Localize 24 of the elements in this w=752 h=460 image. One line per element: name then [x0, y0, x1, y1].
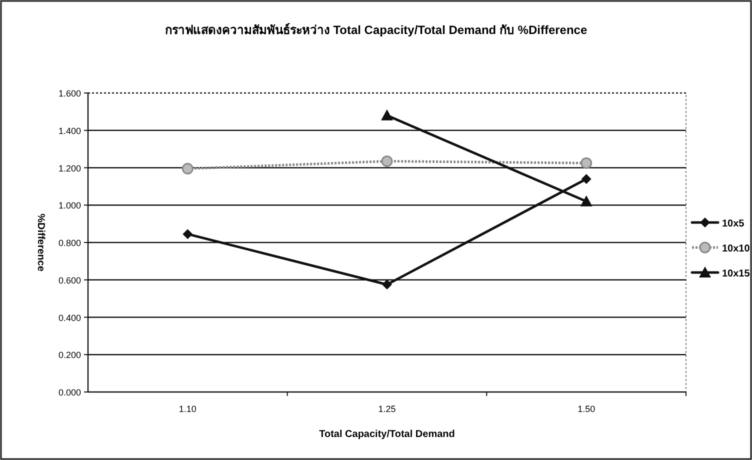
x-tick-label: 1.25: [378, 404, 396, 414]
legend-label: 10x15: [722, 268, 750, 280]
y-tick-label: 0.200: [58, 350, 81, 360]
x-axis-title: Total Capacity/Total Demand: [319, 429, 455, 440]
point: [182, 162, 194, 174]
legend-label: 10x10: [722, 244, 750, 254]
point: [580, 157, 592, 169]
y-tick-label: 1.400: [58, 126, 81, 136]
legend-label: 10x5: [722, 218, 745, 230]
point: [581, 174, 592, 184]
y-tick-label: 0.400: [58, 312, 81, 323]
chart-title: กราฟแสดงความสัมพันธ์ระหว่าง Total Capacity/Total Demand กับ %Difference: [164, 23, 588, 37]
y-tick-label: 1.200: [58, 163, 81, 174]
y-tick-label: 0.000: [58, 388, 81, 398]
x-tick-label: 1.10: [178, 404, 196, 414]
y-tick-label: 1.600: [58, 88, 81, 98]
point: [382, 280, 392, 290]
point: [381, 155, 393, 167]
y-axis-title: %Difference: [35, 214, 46, 272]
y-tick-label: 1.000: [58, 200, 81, 211]
x-tick-label: 1.50: [578, 404, 596, 414]
y-tick-label: 0.800: [58, 238, 81, 248]
y-tick-label: 0.600: [58, 275, 81, 286]
point: [182, 229, 193, 240]
